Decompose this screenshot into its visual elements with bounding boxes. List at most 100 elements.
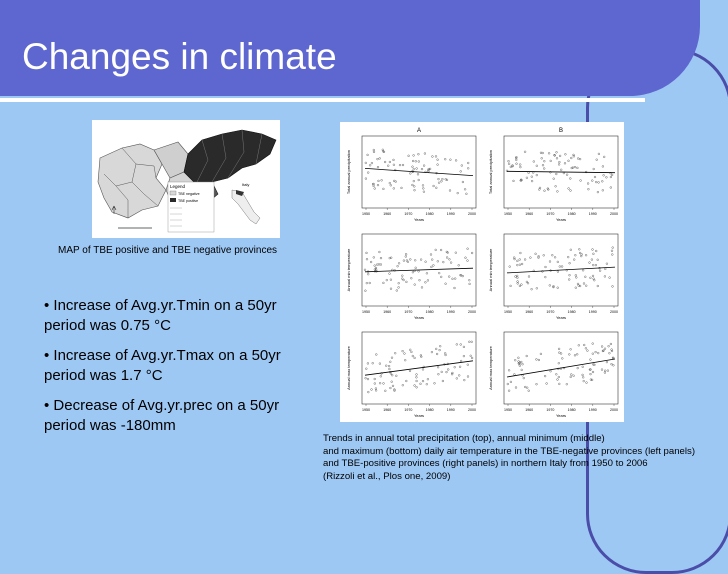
scatter-point (420, 355, 423, 358)
scatter-point (456, 191, 459, 195)
scatter-point (389, 386, 392, 390)
scatter-point (365, 258, 369, 261)
scatter-point (403, 352, 406, 355)
scatter-point (570, 156, 573, 160)
scatter-point (548, 284, 551, 287)
scatter-point (516, 259, 519, 262)
scatter-point (601, 180, 604, 183)
scatter-point (530, 175, 533, 178)
scatter-point (574, 274, 577, 277)
scatter-point (572, 153, 575, 156)
scatter-point (413, 189, 416, 192)
x-axis-label: Years (556, 217, 566, 222)
chart-caption-line: (Rizzoli et al., Plos one, 2009) (323, 470, 451, 482)
scatter-point (411, 183, 414, 187)
scatter-point (591, 378, 594, 381)
scatter-point (542, 254, 545, 257)
scatter-point (568, 274, 571, 277)
scatter-point (604, 369, 607, 372)
scatter-point (413, 185, 416, 188)
scatter-point (527, 275, 531, 278)
scatter-point (365, 367, 368, 370)
scatter-point (607, 345, 610, 348)
scatter-point (601, 345, 604, 348)
scatter-point (599, 269, 602, 272)
scatter-point (436, 158, 439, 161)
scatter-point (440, 275, 443, 278)
scatter-point (459, 343, 462, 346)
scatter-point (520, 360, 523, 364)
scatter-point (565, 383, 568, 386)
scatter-point (539, 352, 542, 355)
scatter-point (603, 275, 606, 278)
scatter-point (407, 154, 410, 157)
trend-line (364, 168, 474, 176)
scatter-point (466, 259, 469, 262)
scatter-point (520, 368, 523, 371)
scatter-point (556, 378, 559, 381)
scatter-point (556, 270, 559, 273)
scatter-point (392, 158, 395, 161)
scatter-point (391, 384, 395, 387)
scatter-point (563, 162, 567, 165)
y-axis-label: Annual max temperature (488, 345, 493, 390)
scatter-point (592, 167, 595, 171)
scatter-point (459, 170, 462, 173)
scatter-point (591, 370, 595, 374)
scatter-point (577, 344, 580, 347)
panel-label: A (417, 128, 421, 134)
scatter-point (516, 276, 519, 279)
scatter-point (428, 167, 432, 170)
scatter-point (448, 275, 451, 278)
trend-line (506, 170, 616, 174)
scatter-point (412, 154, 415, 157)
scatter-point (514, 386, 518, 389)
scatter-point (595, 249, 598, 253)
scatter-point (434, 155, 438, 158)
scatter-point (558, 382, 561, 385)
scatter-point (411, 271, 414, 274)
scatter-point (374, 268, 378, 271)
x-tick-label: 1960 (525, 408, 533, 412)
scatter-point (421, 380, 425, 383)
scatter-point (454, 277, 457, 280)
scatter-point (413, 283, 416, 286)
bullet-tmin: • Increase of Avg.yr.Tmin on a 50yr peri… (44, 297, 277, 334)
scatter-point (444, 282, 447, 285)
scatter-point (458, 374, 461, 377)
scatter-point (569, 248, 572, 251)
title-bar (0, 0, 700, 96)
scatter-point (425, 272, 428, 275)
x-axis-label: Years (556, 315, 566, 320)
scatter-point (440, 370, 443, 373)
scatter-point (535, 287, 538, 290)
scatter-point (445, 256, 449, 259)
scatter-point (471, 356, 474, 360)
scatter-point (411, 354, 414, 358)
scatter-point (506, 382, 509, 386)
scatter-point (531, 179, 534, 183)
scatter-point (424, 260, 427, 263)
scatter-point (611, 173, 614, 176)
scatter-point (585, 254, 588, 257)
scatter-point (579, 284, 582, 288)
scatter-point (596, 284, 599, 288)
scatter-point (389, 278, 392, 281)
scatter-point (366, 378, 370, 381)
scatter-point (540, 157, 543, 160)
chart-caption: Trends in annual total precipitation (to… (323, 433, 695, 483)
scatter-point (469, 354, 472, 357)
scatter-point (508, 162, 511, 165)
scatter-point (414, 266, 417, 269)
scatter-point (412, 168, 415, 171)
scatter-point (596, 258, 599, 261)
scatter-point (578, 248, 581, 251)
scatter-point (444, 352, 447, 355)
scatter-point (364, 161, 367, 164)
inset-label: Italy (242, 182, 249, 187)
scatter-point (584, 347, 587, 350)
scatter-point (592, 363, 595, 366)
scatter-point (603, 347, 607, 350)
scatter-point (589, 358, 592, 361)
x-tick-label: 1990 (589, 310, 597, 314)
